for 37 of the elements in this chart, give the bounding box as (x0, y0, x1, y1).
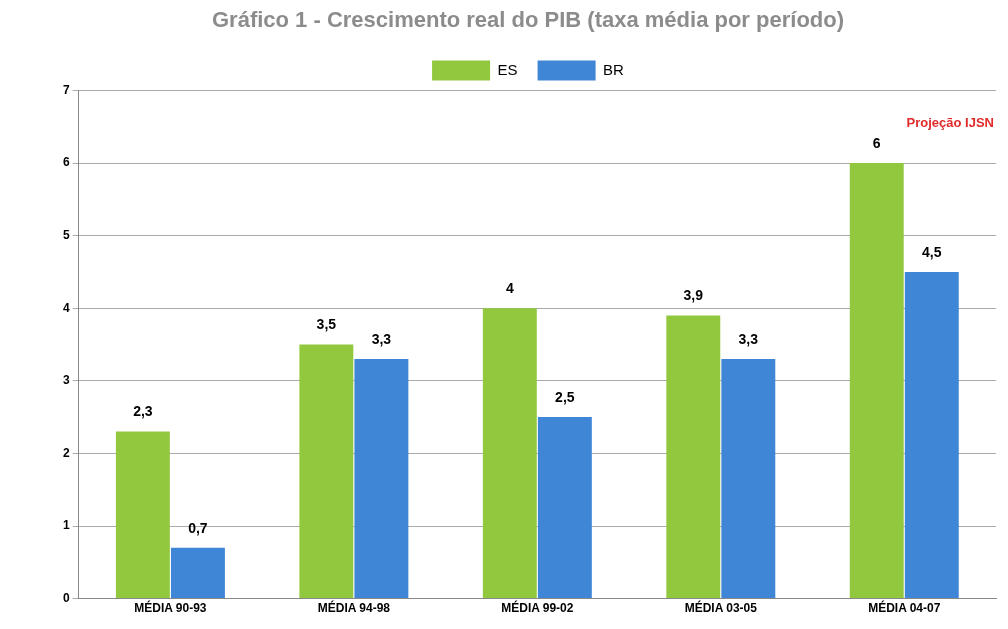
data-label: 4,5 (922, 243, 942, 260)
y-tick-label: 2 (62, 445, 70, 460)
data-label: 0,7 (188, 519, 208, 536)
x-tick-label: MÉDIA 99-02 (501, 600, 574, 616)
bar (482, 308, 537, 599)
y-tick-label: 4 (62, 300, 70, 315)
data-label: 3,3 (371, 330, 392, 347)
y-tick-label: 1 (62, 518, 70, 533)
bar (721, 359, 776, 599)
chart-title: Gráfico 1 - Crescimento real do PIB (taxa média por período) (211, 7, 845, 33)
bar (115, 431, 170, 599)
x-tick-label: MÉDIA 03-05 (684, 600, 758, 616)
bar (849, 163, 904, 599)
legend-label: BR (603, 60, 625, 78)
y-tick-label: 0 (62, 590, 70, 605)
data-label: 4 (505, 280, 514, 297)
bar (537, 417, 592, 599)
data-label: 3,9 (683, 287, 704, 304)
y-tick-label: 6 (62, 155, 70, 170)
bar (354, 359, 409, 599)
y-tick-label: 3 (62, 373, 70, 388)
data-label: 6 (872, 134, 881, 151)
annotation: Projeção IJSN (906, 115, 994, 131)
y-tick-label: 7 (62, 82, 70, 97)
bar (904, 271, 959, 599)
data-label: 2,3 (133, 403, 153, 420)
data-label: 2,5 (555, 388, 575, 405)
y-tick-label: 5 (62, 227, 70, 242)
data-label: 3,3 (738, 330, 759, 347)
x-tick-label: MÉDIA 90-93 (134, 600, 207, 616)
x-tick-label: MÉDIA 94-98 (317, 600, 391, 616)
bar (299, 344, 354, 599)
legend-label: ES (497, 60, 518, 78)
x-tick-label: MÉDIA 04-07 (868, 600, 941, 616)
bar (170, 547, 225, 599)
bar (666, 315, 721, 599)
data-label: 3,5 (316, 316, 337, 333)
